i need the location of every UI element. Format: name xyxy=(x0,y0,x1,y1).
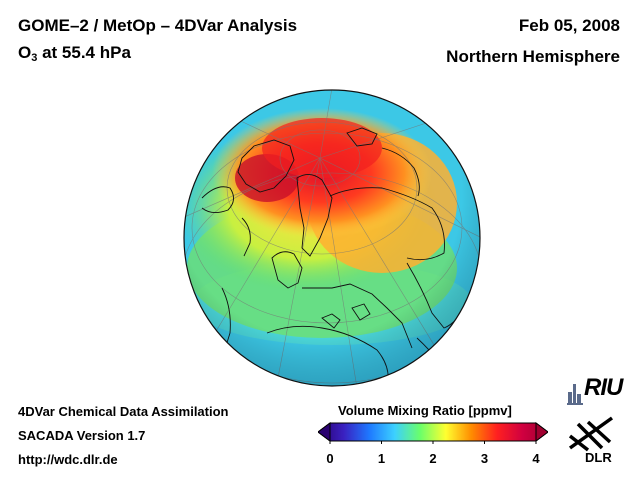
colorbar-tick-label: 2 xyxy=(429,451,437,466)
footer-url[interactable]: http://wdc.dlr.de xyxy=(18,452,118,467)
colorbar-tick-label: 4 xyxy=(532,451,540,466)
footer-assimilation: 4DVar Chemical Data Assimilation xyxy=(18,404,229,419)
colorbar-tick-label: 1 xyxy=(377,451,386,466)
colorbar-tick-label: 3 xyxy=(480,451,489,466)
colorbar xyxy=(318,422,548,444)
region-label: Northern Hemisphere xyxy=(446,47,620,66)
pressure-level: at 55.4 hPa xyxy=(37,43,131,62)
dlr-logo-text: DLR xyxy=(585,450,612,465)
colorbar-label: Volume Mixing Ratio [ppmv] xyxy=(338,403,512,418)
colorbar-high-arrow xyxy=(535,422,548,442)
footer-version: SACADA Version 1.7 xyxy=(18,428,146,443)
species-subscript: 3 xyxy=(31,52,38,64)
globe-outline xyxy=(183,89,481,387)
colorbar-tick-label: 0 xyxy=(326,451,334,466)
dlr-logo xyxy=(568,416,614,452)
map-title: GOME–2 / MetOp – 4DVar Analysis xyxy=(18,16,298,35)
riu-logo xyxy=(567,384,583,405)
species-level-label: O3 at 55.4 hPa xyxy=(18,43,131,64)
species-name: O xyxy=(18,43,32,62)
ozone-globe-map xyxy=(183,89,481,387)
riu-logo-text: RIU xyxy=(584,374,623,401)
analysis-date: Feb 05, 2008 xyxy=(518,16,620,35)
colorbar-low-arrow xyxy=(318,422,331,442)
colorbar-gradient xyxy=(318,422,548,442)
